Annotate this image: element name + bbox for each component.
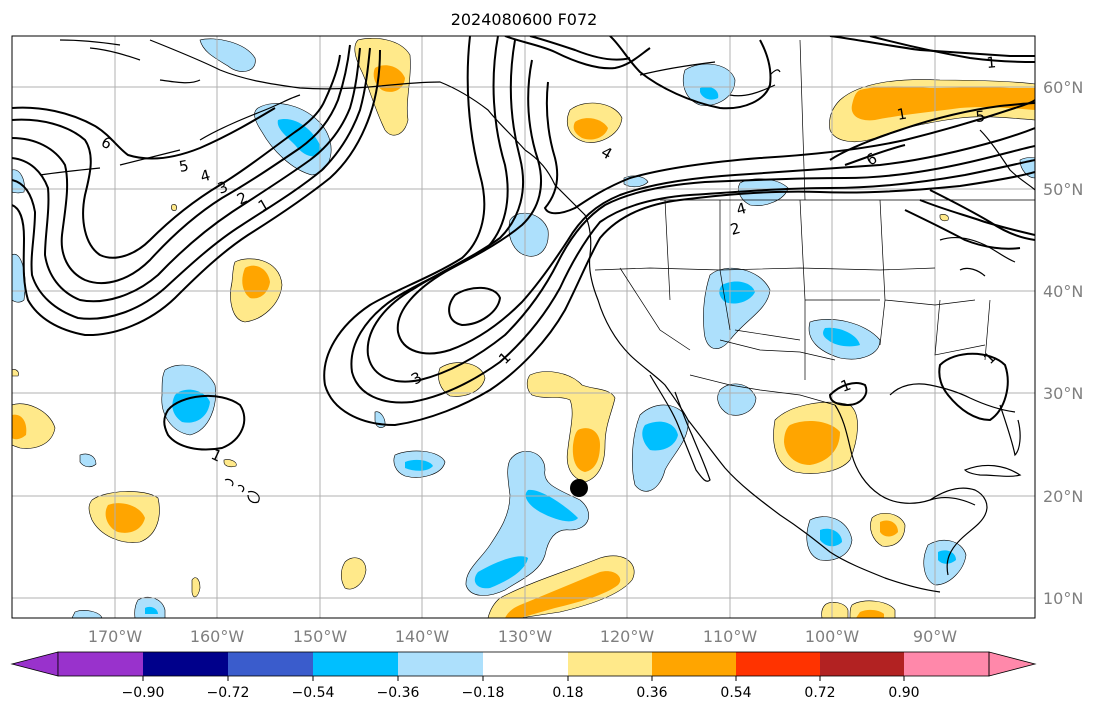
contour-label: 4 [734, 199, 748, 219]
anomaly-shading [12, 37, 1035, 618]
colorbar-segment [228, 652, 313, 676]
lon-label: 90°W [913, 627, 957, 646]
colorbar-segment [313, 652, 398, 676]
lon-label: 100°W [805, 627, 860, 646]
colorbar-tick-label: −0.36 [377, 685, 420, 701]
lat-label: 40°N [1043, 282, 1083, 301]
colorbar-tick-label: −0.18 [462, 685, 505, 701]
colorbar-tick-label: 0.36 [636, 685, 667, 701]
lon-label: 150°W [293, 627, 348, 646]
political-borders [594, 39, 1035, 406]
colorbar-tick-label: −0.72 [207, 685, 250, 701]
colorbar-segment [58, 652, 143, 676]
colorbar-outline [57, 651, 990, 677]
contour-label: 5 [975, 107, 986, 126]
colorbar-segment [820, 652, 904, 676]
lat-label: 10°N [1043, 589, 1083, 608]
contour-label: 4 [198, 166, 212, 186]
contour-label: 2 [728, 219, 742, 239]
graticule [12, 36, 1035, 618]
colorbar-tick-label: 0.54 [720, 685, 751, 701]
lat-label: 50°N [1043, 180, 1083, 199]
colorbar-segment [736, 652, 820, 676]
map-border [11, 35, 1036, 619]
colorbar-tick-label: 0.90 [888, 685, 919, 701]
lat-label: 60°N [1043, 78, 1083, 97]
contour-label: 5 [178, 157, 191, 176]
latitude-labels: 60°N 50°N 40°N 30°N 20°N 10°N [1043, 78, 1083, 608]
lon-label: 160°W [190, 627, 245, 646]
colorbar-tick-label: 0.18 [552, 685, 583, 701]
longitude-labels: 170°W 160°W 150°W 140°W 130°W 120°W 110°… [88, 627, 957, 646]
colorbar-segment [483, 652, 568, 676]
colorbar-segment [652, 652, 736, 676]
colorbar-tick-label: 0.72 [804, 685, 835, 701]
contour-label: 1 [896, 105, 909, 124]
contour-label: 1 [986, 53, 997, 72]
colorbar-high-extend [988, 651, 1037, 677]
lat-label: 20°N [1043, 487, 1083, 506]
lon-label: 120°W [600, 627, 655, 646]
colorbar-tick-label: −0.90 [122, 685, 165, 701]
colorbar-tick-label: −0.54 [292, 685, 335, 701]
lon-label: 110°W [703, 627, 758, 646]
colorbar-segment [398, 652, 483, 676]
map-title: 2024080600 F072 [450, 10, 598, 29]
lon-label: 170°W [88, 627, 143, 646]
contours [12, 36, 1035, 451]
lon-label: 140°W [395, 627, 450, 646]
coastlines [39, 39, 1035, 593]
lon-label: 130°W [498, 627, 553, 646]
colorbar: −0.90 −0.72 −0.54 −0.36 −0.18 0.18 0.36 … [10, 651, 1037, 701]
lat-label: 30°N [1043, 384, 1083, 403]
colorbar-segment [904, 652, 989, 676]
colorbar-low-extend [10, 651, 59, 677]
storm-center-dot [570, 479, 588, 497]
colorbar-segment [568, 652, 652, 676]
colorbar-segment [143, 652, 228, 676]
